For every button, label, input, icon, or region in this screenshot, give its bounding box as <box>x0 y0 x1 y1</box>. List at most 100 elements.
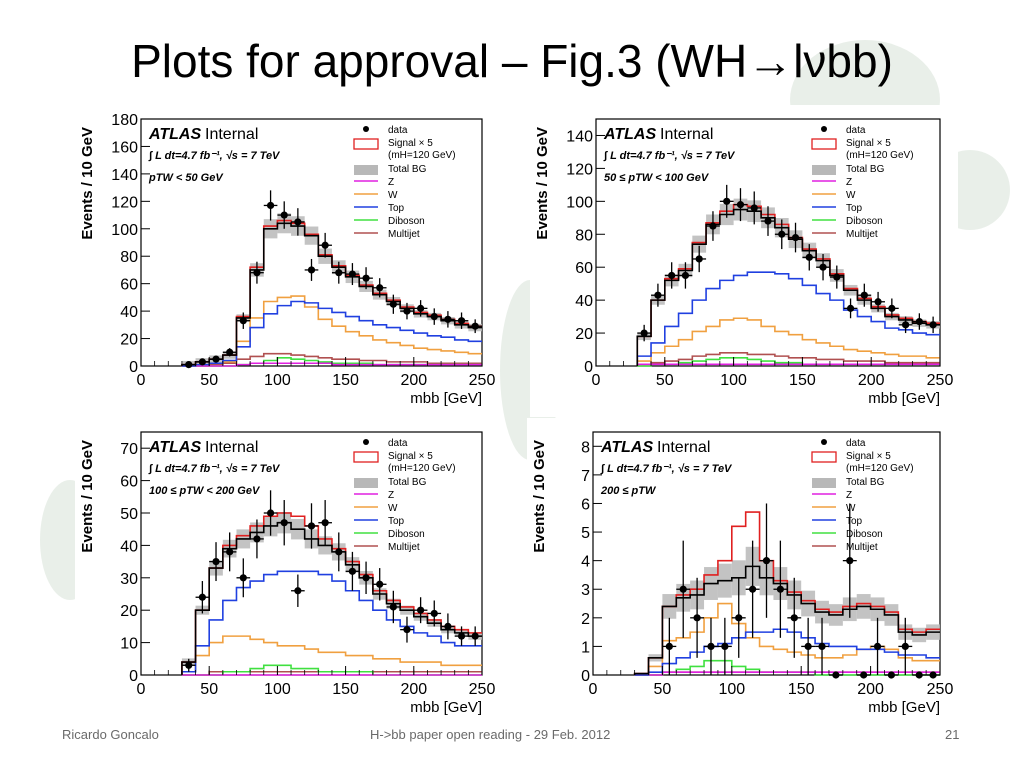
legend-label-z: Z <box>846 177 852 188</box>
x-tick-label: 100 <box>718 681 745 698</box>
internal-label: Internal <box>205 126 258 143</box>
multijet-line <box>636 352 940 366</box>
legend-label-signal: Signal × 5 <box>846 451 891 462</box>
top-line <box>636 271 940 366</box>
x-tick-label: 250 <box>469 372 496 389</box>
data-point <box>403 626 411 634</box>
legend-label-top: Top <box>846 516 863 527</box>
data-point <box>226 348 234 356</box>
z-line <box>634 671 940 676</box>
legend-label-data: data <box>846 125 866 136</box>
legend-label-totalbg: Total BG <box>388 477 427 488</box>
data-point <box>723 197 731 205</box>
plot-frame <box>595 118 941 367</box>
data-point <box>679 585 687 593</box>
x-tick-label: 200 <box>857 681 884 698</box>
x-tick-label: 0 <box>589 681 598 698</box>
y-tick-label: 0 <box>584 359 593 376</box>
legend-label-top: Top <box>388 516 405 527</box>
legend-label-diboson: Diboson <box>388 216 425 227</box>
data-point <box>417 606 425 614</box>
data-point <box>695 255 703 263</box>
x-axis-title: mbb [GeV] <box>410 699 482 716</box>
data-point <box>212 355 220 363</box>
x-tick-label: 50 <box>654 681 672 698</box>
data-point <box>239 574 247 582</box>
x-tick-label: 150 <box>332 681 359 698</box>
y-tick-label: 120 <box>566 161 593 178</box>
top-line <box>181 300 482 367</box>
legend-label-totalbg: Total BG <box>846 164 885 175</box>
internal-label: Internal <box>657 439 710 456</box>
legend-label-multijet: Multijet <box>388 542 420 553</box>
data-point <box>430 313 438 321</box>
y-tick-label: 100 <box>566 194 593 211</box>
legend-totalbg-swatch <box>354 165 378 175</box>
data-point <box>665 642 673 651</box>
legend-label-mh: (mH=120 GeV) <box>388 463 456 474</box>
slide-title: Plots for approval – Fig.3 (WH→lνbb) <box>131 35 893 87</box>
total-bg-line <box>633 565 940 675</box>
data-point <box>348 270 357 278</box>
atlas-label: ATLAS <box>148 439 201 456</box>
data-point <box>874 298 882 306</box>
data-point <box>929 671 937 679</box>
data-point <box>457 632 466 640</box>
data-point <box>198 358 206 366</box>
legend-totalbg-swatch <box>812 165 836 175</box>
data-point <box>902 321 910 329</box>
data-point <box>846 557 854 565</box>
data-point <box>778 230 786 238</box>
data-point <box>640 329 648 337</box>
y-tick-label: 0 <box>129 668 138 685</box>
plot-panel-1: 0 50 100 150 200 250 0 20 40 60 80 100 120 140 160 180 m… <box>75 105 500 417</box>
x-tick-label: 0 <box>137 681 146 698</box>
legend-data-swatch <box>363 439 369 445</box>
legend-totalbg-swatch <box>354 478 378 488</box>
legend-label-z: Z <box>388 490 394 501</box>
x-tick-label: 0 <box>592 372 601 389</box>
data-point <box>888 304 896 312</box>
data-point <box>430 609 438 618</box>
legend-label-mh: (mH=120 GeV) <box>388 150 456 161</box>
y-tick-label: 0 <box>129 359 138 376</box>
x-axis-title: mbb [GeV] <box>410 390 482 407</box>
y-tick-label: 7 <box>581 468 590 485</box>
y-tick-label: 5 <box>581 525 590 542</box>
y-tick-label: 3 <box>581 582 590 599</box>
x-tick-label: 250 <box>927 681 954 698</box>
legend-label-multijet: Multijet <box>846 542 878 553</box>
data-point <box>833 273 841 281</box>
data-point <box>266 201 275 210</box>
data-point <box>681 271 690 280</box>
data-point <box>805 253 813 261</box>
region-label: 200 ≤ pTW <box>600 485 657 497</box>
total-bg-line <box>636 208 940 366</box>
data-point <box>764 217 772 225</box>
legend-label-signal: Signal × 5 <box>846 138 891 149</box>
legend-label-multijet: Multijet <box>388 229 420 240</box>
y-tick-label: 20 <box>120 603 138 620</box>
legend-label-signal: Signal × 5 <box>388 138 433 149</box>
chart-pt-lt-50: 0 50 100 150 200 250 0 20 40 60 80 100 120 140 160 180 m… <box>79 112 496 407</box>
internal-label: Internal <box>205 439 258 456</box>
plot-panel-2: 0 50 100 150 200 250 0 20 40 60 80 100 120 140 mbb [Ge… <box>530 105 958 417</box>
chart-pt-gt-200: 0 50 100 150 200 250 0 1 2 3 4 5 6 7 8 mbb [GeV] Events … <box>531 431 954 716</box>
legend-data-swatch <box>821 439 827 445</box>
y-tick-label: 120 <box>111 194 138 211</box>
legend-label-w: W <box>846 190 856 201</box>
x-tick-label: 150 <box>788 681 815 698</box>
internal-label: Internal <box>660 126 713 143</box>
chart-pt-100-200: 0 50 100 150 200 250 0 10 20 30 40 50 60 70 mbb [GeV] E… <box>79 431 495 716</box>
y-tick-label: 10 <box>120 636 138 653</box>
legend-label-mh: (mH=120 GeV) <box>846 463 914 474</box>
data-point <box>280 211 288 219</box>
legend-label-top: Top <box>846 203 863 214</box>
region-label: 100 ≤ pTW < 200 GeV <box>149 485 261 497</box>
data-point <box>832 671 840 679</box>
plot-frame <box>140 431 483 676</box>
legend-label-w: W <box>388 190 398 201</box>
legend-totalbg-swatch <box>812 478 836 488</box>
data-point <box>280 519 288 527</box>
data-point <box>929 321 937 329</box>
